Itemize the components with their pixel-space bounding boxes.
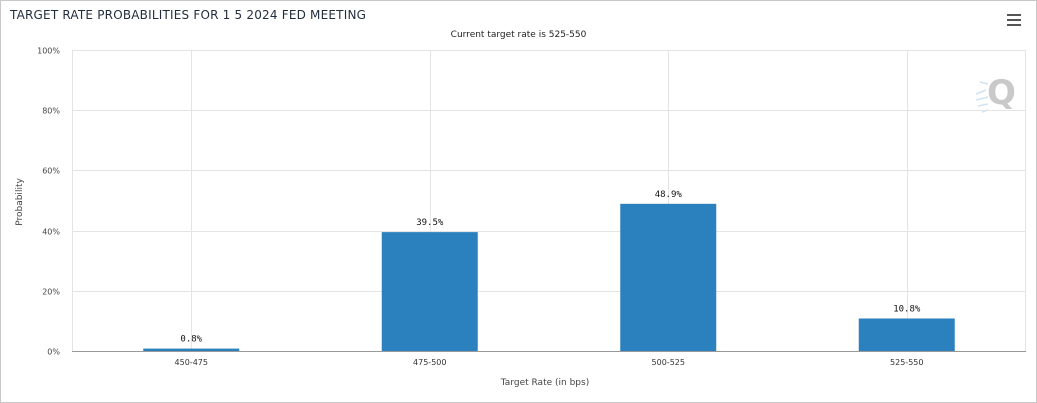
chart-title: TARGET RATE PROBABILITIES FOR 1 5 2024 F… [10,8,367,22]
y-tick-label: 100% [37,47,60,56]
y-axis-ticks: 0% 20% 40% 60% 80% 100% [37,47,60,357]
bar-525-550[interactable] [858,318,955,351]
watermark-text: Q [987,73,1016,113]
hamburger-menu-icon[interactable] [1004,14,1024,30]
y-tick-label: 40% [42,228,60,237]
y-tick-label: 0% [47,348,60,357]
x-tick-label: 500-525 [652,358,685,367]
q-logo-icon: Q [975,73,1016,113]
x-tick-label: 525-550 [890,358,923,367]
y-axis-label: Probability [15,178,25,226]
x-axis-ticks: 450-475 475-500 500-525 525-550 [175,358,924,367]
data-label-450-475: 0.8% [180,335,202,345]
x-tick-label: 475-500 [413,358,446,367]
data-labels: 0.8% 39.5% 48.9% 10.8% [180,190,920,345]
y-tick-label: 80% [42,107,60,116]
bar-500-525[interactable] [620,203,717,351]
y-tick-label: 20% [42,288,60,297]
data-label-500-525: 48.9% [655,190,683,200]
x-tick-label: 450-475 [175,358,208,367]
y-tick-label: 60% [42,167,60,176]
data-label-475-500: 39.5% [416,218,444,228]
data-label-525-550: 10.8% [893,304,921,314]
chart-subtitle: Current target rate is 525-550 [450,30,587,40]
x-axis-label: Target Rate (in bps) [500,378,589,388]
grid-lines [72,50,1026,352]
bar-475-500[interactable] [381,232,478,351]
bar-450-475[interactable] [143,348,240,351]
bars [143,203,955,351]
